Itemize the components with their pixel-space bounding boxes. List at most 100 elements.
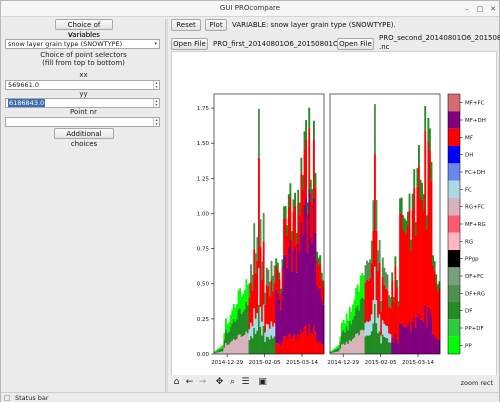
snow-layer-bar	[250, 282, 253, 323]
snow-layer-bar	[429, 308, 431, 354]
snow-layer-bar	[416, 316, 419, 354]
snow-layer-bar	[292, 211, 295, 251]
yy-input[interactable]: 6186843.0 ▴ ▾	[5, 98, 160, 108]
snow-layer-bar	[245, 301, 248, 332]
snow-layer-bar	[356, 305, 359, 334]
snow-layer-bar	[405, 327, 408, 354]
snow-layer-bar	[414, 327, 417, 354]
snow-layer-bar	[334, 347, 337, 350]
snow-layer-bar	[341, 344, 343, 354]
zoom-status: zoom rect	[460, 379, 493, 387]
panel-splitter[interactable]	[165, 19, 168, 393]
snow-layer-bar	[391, 337, 394, 354]
legend-swatch	[448, 284, 460, 302]
maximize-icon[interactable]: □	[476, 5, 484, 13]
snow-layer-bar	[424, 105, 427, 131]
legend-label: MF+RG	[465, 222, 486, 228]
snow-layer-bar	[347, 320, 350, 331]
forward-arrow-icon[interactable]: →	[198, 377, 207, 387]
legend-label: PP+DF	[465, 326, 484, 332]
open-file-1-button[interactable]: Open File	[171, 38, 208, 50]
snow-layer-bar	[367, 280, 370, 322]
snow-layer-bar	[281, 266, 284, 291]
snow-layer-bar	[289, 239, 292, 334]
legend-label: RG	[465, 239, 473, 245]
legend-label: MF	[465, 135, 473, 141]
snow-layer-bar	[297, 334, 300, 354]
point-selectors-label: Choice of point selectors	[40, 51, 127, 59]
snow-layer-bar	[245, 331, 248, 354]
choice-of-variables-button[interactable]: Choice of variables	[55, 19, 113, 39]
point-nr-input[interactable]: ▴ ▾	[5, 117, 160, 127]
snow-layer-bar	[214, 353, 216, 354]
snow-layer-bar	[397, 306, 400, 344]
xx-input[interactable]: 569661.0 ▴ ▾	[5, 80, 160, 90]
variable-select-value: snow layer grain type (SNOWTYPE)	[8, 40, 123, 48]
snow-layer-bar	[411, 321, 414, 354]
snow-layer-bar	[386, 274, 389, 291]
plot-canvas[interactable]: 2014-12-29 2015-02-05 2015-03-14 0.00 0.25 0.…	[171, 51, 497, 387]
variable-select[interactable]: snow layer grain type (SNOWTYPE) ▾	[5, 39, 160, 49]
snow-layer-bar	[232, 319, 235, 339]
snow-layer-bar	[302, 332, 304, 354]
snow-layer-bar	[337, 347, 340, 352]
snow-layer-bar	[243, 309, 246, 335]
snow-layer-bar	[265, 284, 268, 324]
point-nr-spinner[interactable]: ▴ ▾	[153, 118, 159, 126]
snow-layer-bar	[366, 279, 369, 322]
snow-layer-bar	[402, 215, 405, 230]
save-icon[interactable]: ▣	[258, 377, 267, 387]
snow-layer-bar	[231, 310, 234, 324]
close-icon[interactable]: ✕	[490, 5, 496, 13]
snow-layer-bar	[281, 290, 284, 343]
snow-layer-bar	[370, 240, 373, 264]
snow-layer-bar	[411, 193, 414, 210]
open-file-2-button[interactable]: Open File	[337, 38, 374, 50]
snow-layer-bar	[389, 308, 392, 335]
snow-layer-bar	[435, 274, 438, 283]
snow-layer-bar	[375, 323, 378, 354]
snow-layer-bar	[385, 272, 387, 289]
snow-layer-bar	[413, 187, 416, 318]
snow-layer-bar	[364, 265, 367, 283]
snow-layer-bar	[236, 319, 238, 340]
snow-layer-bar	[334, 352, 337, 354]
snow-layer-bar	[430, 181, 433, 316]
snow-layer-bar	[407, 325, 409, 354]
zoom-icon[interactable]: ⌕	[229, 377, 236, 387]
xx-spinner[interactable]: ▴ ▾	[153, 81, 159, 89]
snow-layer-bar	[308, 188, 311, 325]
snow-layer-bar	[405, 233, 408, 328]
snow-layer-bar	[319, 255, 322, 264]
snow-layer-bar	[223, 332, 226, 340]
back-arrow-icon[interactable]: ←	[185, 377, 194, 387]
reset-button[interactable]: Reset	[171, 19, 201, 31]
snow-layer-bar	[276, 292, 279, 344]
minimize-icon[interactable]: –	[465, 5, 469, 13]
snow-layer-bar	[388, 333, 391, 343]
snow-layer-bar	[359, 298, 362, 331]
snow-layer-bar	[313, 326, 315, 354]
snow-layer-bar	[297, 189, 300, 203]
snow-layer-bar	[399, 198, 402, 214]
snow-layer-bar	[356, 284, 359, 306]
snow-layer-bar	[350, 311, 353, 325]
snow-layer-bar	[254, 318, 257, 334]
snow-layer-bar	[337, 345, 340, 348]
snow-layer-bar	[374, 104, 376, 155]
snow-layer-bar	[305, 120, 308, 139]
configure-subplots-icon[interactable]: ☰	[241, 377, 250, 387]
snow-layer-bar	[364, 336, 367, 354]
snow-layer-bar	[317, 342, 320, 354]
additional-choices-button[interactable]: Additional choices	[54, 128, 114, 148]
snow-layer-bar	[427, 306, 430, 354]
yy-spinner[interactable]: ▴ ▾	[153, 99, 159, 107]
snow-layer-bar	[381, 276, 384, 321]
snow-layer-bar	[364, 282, 367, 323]
plot-button[interactable]: Plot	[205, 19, 227, 31]
snow-layer-bar	[347, 330, 350, 344]
snow-layer-bar	[427, 117, 430, 142]
home-icon[interactable]: ⌂	[173, 377, 180, 387]
y-tick-label: 1.25	[197, 176, 210, 182]
pan-icon[interactable]: ✥	[215, 377, 224, 387]
